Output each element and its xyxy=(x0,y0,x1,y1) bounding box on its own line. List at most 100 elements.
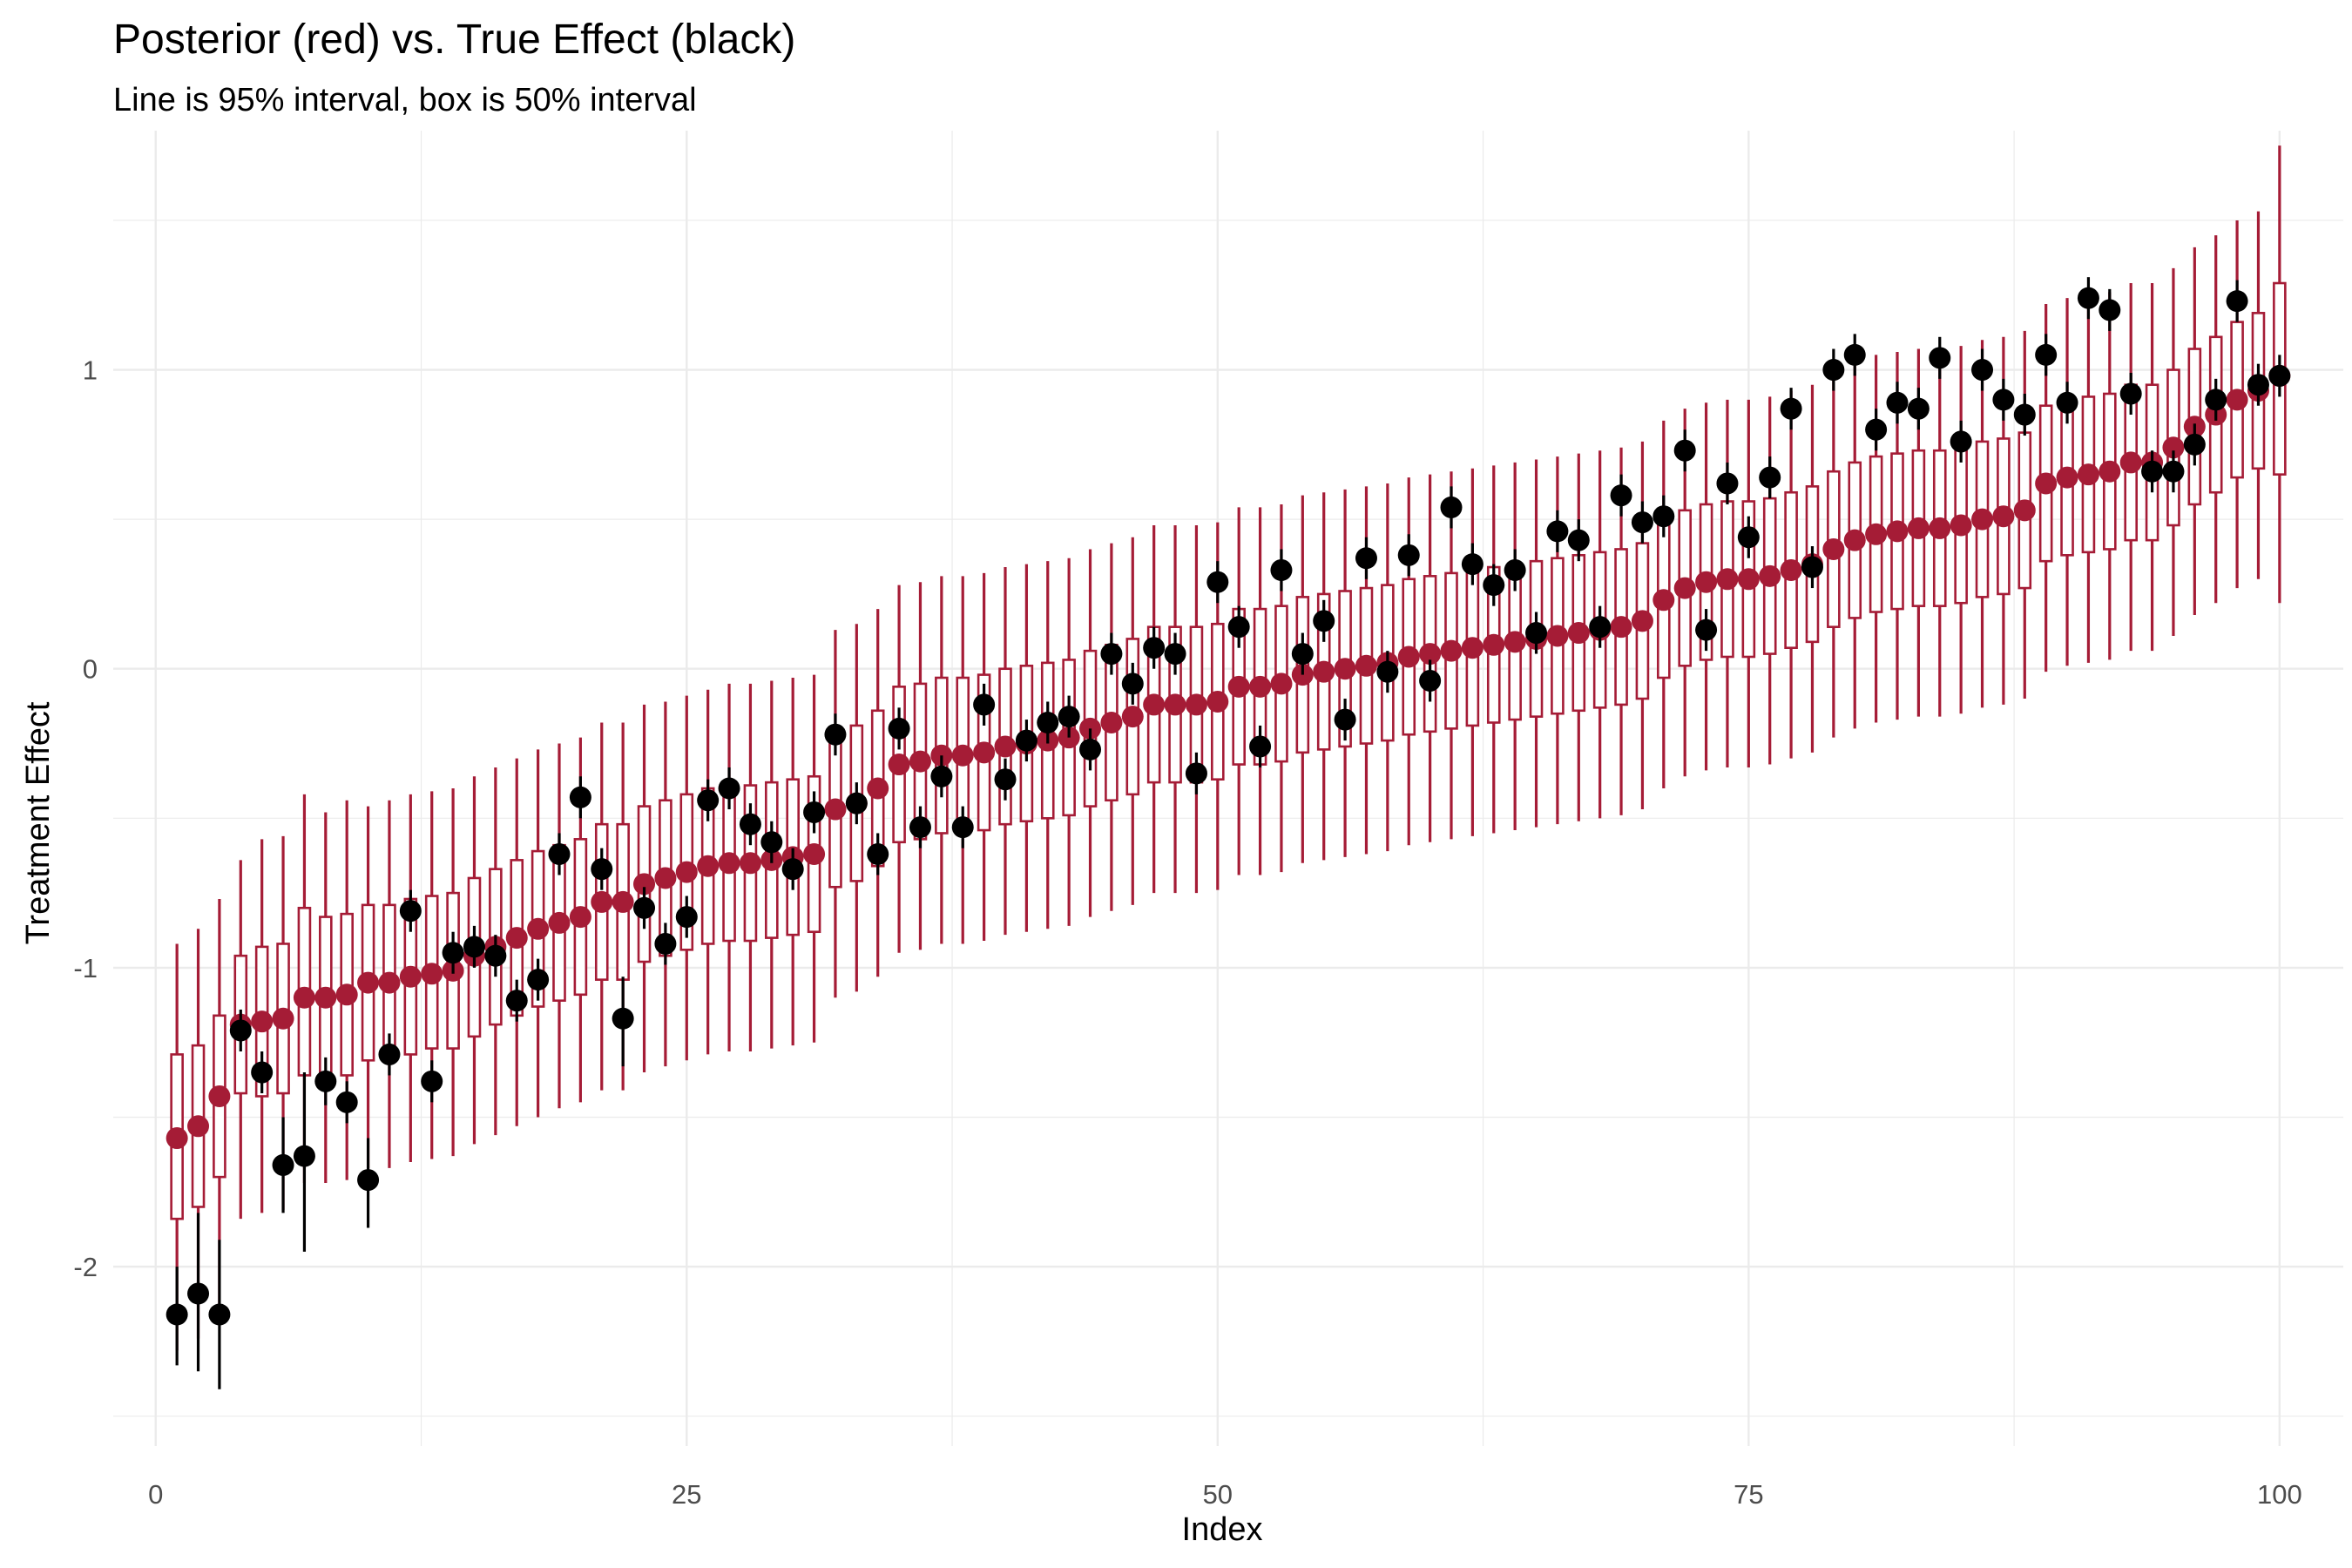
true-effect-point xyxy=(1270,558,1293,581)
posterior-median-point xyxy=(1716,568,1739,591)
true-effect-point xyxy=(1865,418,1888,441)
true-effect-point xyxy=(1058,706,1080,728)
y-tick-label: 0 xyxy=(83,654,98,685)
posterior-median-point xyxy=(1652,589,1675,612)
posterior-median-point xyxy=(654,867,677,889)
posterior-median-point xyxy=(718,852,740,875)
x-tick-label: 25 xyxy=(672,1479,701,1510)
posterior-median-point xyxy=(1780,558,1802,581)
true-effect-point xyxy=(1164,643,1186,666)
true-effect-point xyxy=(251,1061,274,1084)
true-effect-point xyxy=(1801,556,1823,578)
true-effect-point xyxy=(1737,526,1760,549)
true-effect-point xyxy=(399,900,422,923)
true-effect-point xyxy=(888,717,910,740)
posterior-median-point xyxy=(1610,616,1632,639)
posterior-median-point xyxy=(548,911,571,934)
posterior-median-point xyxy=(2162,436,2185,459)
true-effect-point xyxy=(1546,520,1569,543)
chart-title: Posterior (red) vs. True Effect (black) xyxy=(113,17,796,63)
true-effect-point xyxy=(505,990,528,1012)
true-effect-point xyxy=(1652,505,1675,528)
posterior-median-point xyxy=(2226,389,2248,411)
x-tick-label: 0 xyxy=(148,1479,163,1510)
true-effect-point xyxy=(633,896,656,919)
true-effect-point xyxy=(569,786,591,808)
posterior-median-point xyxy=(2013,499,2036,522)
true-effect-point xyxy=(591,858,613,881)
true-effect-point xyxy=(527,969,550,991)
true-effect-point xyxy=(718,777,740,800)
true-effect-point xyxy=(1291,643,1314,666)
posterior-median-point xyxy=(1929,517,1951,539)
true-effect-point xyxy=(1249,735,1272,758)
true-effect-point xyxy=(1206,571,1229,593)
true-effect-point xyxy=(272,1153,294,1176)
posterior-median-point xyxy=(1334,658,1356,680)
posterior-median-point xyxy=(824,798,847,821)
true-effect-point xyxy=(1971,359,1994,382)
posterior-median-point xyxy=(1843,529,1866,551)
true-effect-point xyxy=(378,1043,401,1065)
posterior-median-point xyxy=(591,890,613,913)
posterior-median-point xyxy=(1822,537,1845,560)
true-effect-point xyxy=(1376,660,1399,683)
posterior-median-point xyxy=(739,852,761,875)
y-tick-label: 1 xyxy=(83,355,98,386)
true-effect-point xyxy=(909,816,931,839)
true-effect-point xyxy=(781,858,804,881)
posterior-median-point xyxy=(272,1007,294,1030)
true-effect-point xyxy=(654,932,677,955)
true-effect-point xyxy=(1461,553,1484,576)
posterior-median-point xyxy=(569,906,591,929)
posterior-median-point xyxy=(2099,460,2121,483)
true-effect-point xyxy=(421,1070,443,1092)
true-effect-point xyxy=(1079,738,1102,760)
true-effect-point xyxy=(1992,389,2015,411)
posterior-median-point xyxy=(1185,693,1207,716)
y-tick-label: -2 xyxy=(73,1252,98,1282)
true-effect-point xyxy=(2099,299,2121,321)
true-effect-point xyxy=(1929,347,1951,369)
y-axis-title: Treatment Effect xyxy=(20,701,57,944)
posterior-median-point xyxy=(1546,625,1569,647)
posterior-median-point xyxy=(335,983,358,1006)
true-effect-point xyxy=(951,816,974,839)
true-effect-point xyxy=(1780,397,1802,420)
true-effect-point xyxy=(293,1145,315,1167)
true-effect-point xyxy=(1504,558,1526,581)
posterior-median-point xyxy=(1100,712,1123,733)
true-effect-point xyxy=(1419,669,1442,692)
true-effect-point xyxy=(2119,382,2142,405)
posterior-median-point xyxy=(1164,693,1186,716)
posterior-median-point xyxy=(505,927,528,950)
chart-subtitle: Line is 95% interval, box is 50% interva… xyxy=(113,82,697,118)
posterior-median-point xyxy=(527,917,550,940)
true-effect-point xyxy=(2268,364,2291,387)
true-effect-point xyxy=(2141,460,2164,483)
posterior-median-point xyxy=(2035,472,2058,495)
posterior-median-point xyxy=(973,741,996,764)
posterior-median-point xyxy=(293,986,315,1009)
posterior-median-point xyxy=(1950,514,1972,537)
true-effect-point xyxy=(1334,708,1356,731)
x-tick-label: 50 xyxy=(1203,1479,1233,1510)
true-effect-point xyxy=(229,1019,252,1042)
true-effect-point xyxy=(1886,391,1909,414)
posterior-median-point xyxy=(867,777,889,800)
posterior-median-point xyxy=(1419,643,1442,666)
true-effect-point xyxy=(2183,433,2206,456)
true-effect-point xyxy=(1525,622,1548,645)
x-axis-ticks: 0 25 50 75 100 xyxy=(148,1479,2302,1510)
true-effect-point xyxy=(1121,672,1144,695)
true-effect-point xyxy=(973,693,996,716)
posterior-median-point xyxy=(1440,639,1463,662)
true-effect-point xyxy=(1313,610,1335,632)
posterior-median-point xyxy=(909,750,931,773)
posterior-median-point xyxy=(1121,706,1144,728)
true-effect-point xyxy=(484,944,507,967)
posterior-median-point xyxy=(612,890,634,913)
true-effect-point xyxy=(1037,712,1059,733)
true-effect-point xyxy=(675,906,698,929)
